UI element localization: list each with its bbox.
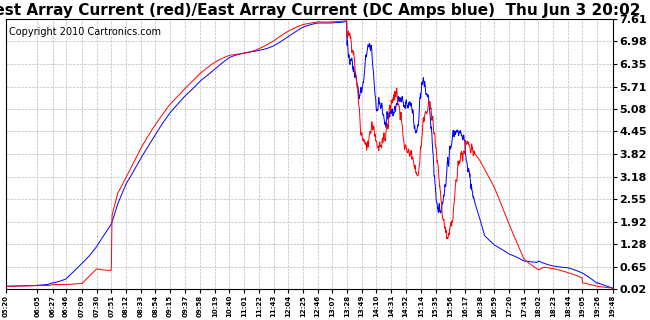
Text: Copyright 2010 Cartronics.com: Copyright 2010 Cartronics.com xyxy=(9,27,161,37)
Title: West Array Current (red)/East Array Current (DC Amps blue)  Thu Jun 3 20:02: West Array Current (red)/East Array Curr… xyxy=(0,3,640,18)
